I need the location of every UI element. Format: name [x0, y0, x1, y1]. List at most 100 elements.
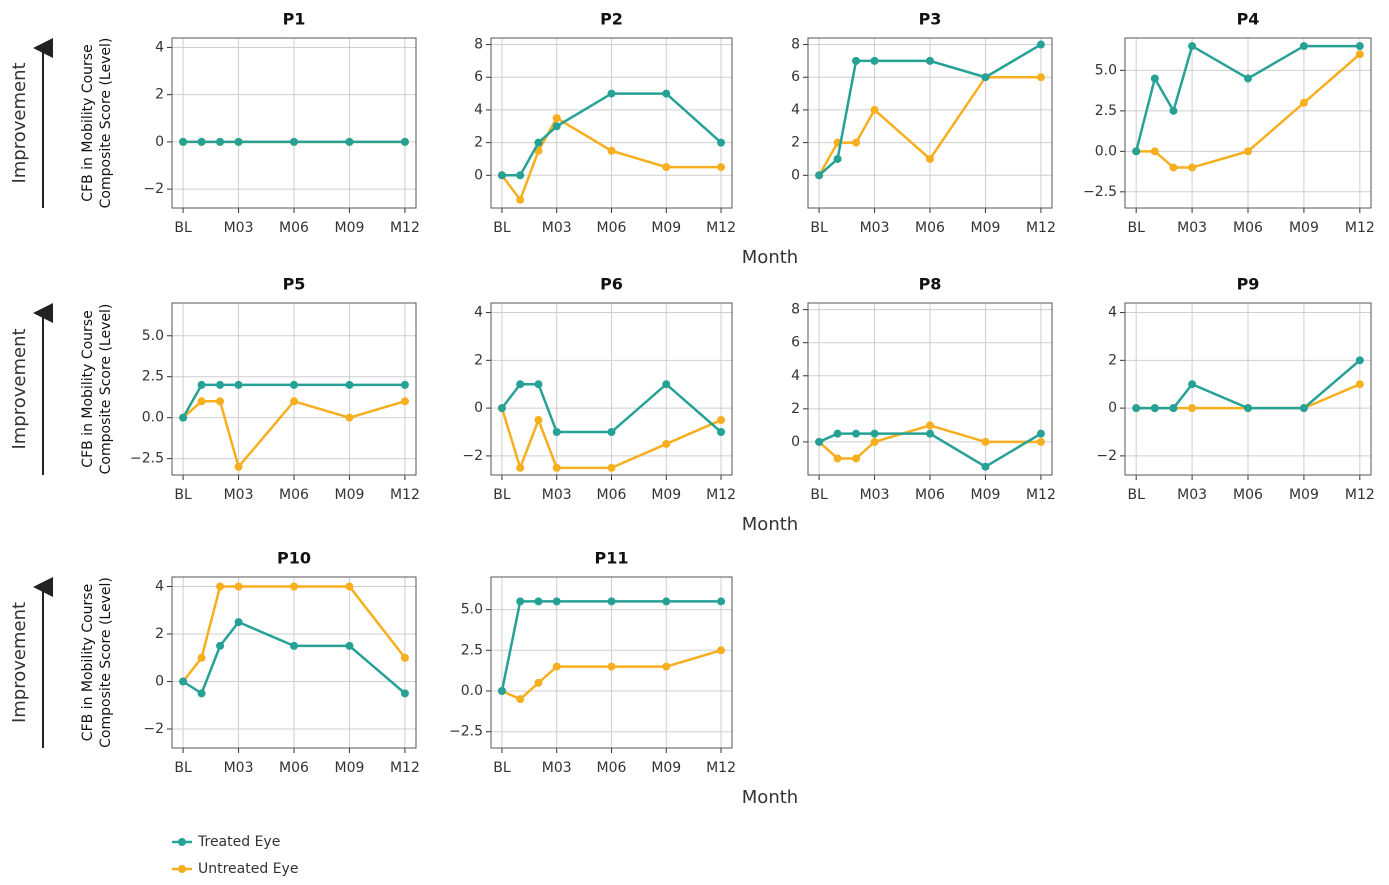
panel: P10 −2 0 2 4 BL M03 M06 M09 M12: [143, 549, 420, 777]
x-tick-label: M06: [1233, 487, 1263, 503]
data-point: [345, 413, 354, 422]
x-tick-label: BL: [174, 220, 192, 236]
x-tick-label: BL: [174, 487, 192, 503]
data-point: [870, 437, 879, 446]
data-point: [497, 404, 506, 413]
y-tick-label: 0: [474, 167, 483, 183]
data-point: [534, 416, 543, 425]
data-point: [290, 397, 298, 406]
x-tick-label: M06: [1233, 220, 1263, 236]
y-tick-label: 8: [474, 37, 483, 53]
y-tick-label: 2: [791, 401, 800, 417]
panel-title: P8: [919, 275, 942, 294]
data-point: [815, 171, 824, 180]
y-tick-label: 2: [155, 87, 164, 103]
x-tick-label: M12: [1026, 487, 1056, 503]
y-tick-label: 0: [791, 434, 800, 450]
data-point: [234, 618, 243, 627]
y-axis-label: Composite Score (Level): [98, 38, 114, 209]
x-tick-label: M06: [597, 487, 627, 503]
data-point: [400, 137, 409, 146]
data-point: [981, 73, 990, 82]
panel-title: P3: [919, 10, 942, 29]
data-point: [607, 463, 616, 472]
y-axis-label: CFB in Mobility Course: [80, 584, 96, 741]
x-tick-label: M09: [971, 220, 1001, 236]
data-point: [717, 597, 726, 606]
data-point: [516, 171, 525, 180]
data-point: [534, 380, 543, 389]
data-point: [552, 463, 561, 472]
data-point: [1244, 147, 1252, 156]
data-point: [1150, 147, 1159, 156]
data-point: [870, 56, 879, 65]
data-point: [552, 114, 561, 123]
data-point: [607, 428, 616, 436]
data-point: [516, 597, 525, 606]
x-tick-label: M03: [224, 487, 254, 503]
data-point: [662, 597, 671, 606]
data-point: [1244, 74, 1252, 83]
data-point: [516, 463, 525, 472]
y-tick-label: 4: [474, 102, 483, 118]
x-tick-label: M03: [224, 760, 254, 776]
y-tick-label: 0.0: [461, 683, 483, 699]
y-tick-label: −2.5: [1083, 184, 1117, 200]
y-tick-label: 0: [155, 674, 164, 690]
y-tick-label: 0: [155, 134, 164, 150]
plot-frame: [490, 37, 733, 209]
data-point: [516, 380, 525, 389]
y-tick-label: −2.5: [130, 451, 164, 467]
panel-title: P9: [1237, 275, 1260, 294]
x-tick-label: M06: [915, 487, 945, 503]
data-point: [833, 454, 842, 463]
data-point: [852, 56, 861, 65]
data-point: [926, 154, 934, 163]
plot-frame: [807, 37, 1053, 209]
data-point: [1244, 404, 1252, 413]
panel-title: P11: [595, 549, 629, 568]
plot-frame: [171, 576, 417, 749]
data-point: [717, 163, 726, 172]
x-tick-label: BL: [810, 487, 828, 503]
x-tick-label: M09: [971, 487, 1001, 503]
data-point: [345, 137, 354, 146]
data-point: [1169, 163, 1178, 172]
data-point: [1355, 42, 1364, 51]
data-point: [870, 429, 879, 438]
data-point: [345, 641, 354, 650]
panel-title: P4: [1237, 10, 1260, 29]
data-point: [833, 154, 842, 163]
x-tick-label: M12: [1345, 487, 1375, 503]
data-point: [815, 437, 824, 446]
data-point: [852, 454, 861, 463]
x-tick-label: M12: [390, 760, 420, 776]
legend-swatch: [178, 865, 186, 873]
x-axis-label: Month: [742, 247, 798, 268]
data-point: [662, 89, 671, 98]
data-point: [497, 171, 506, 180]
x-tick-label: BL: [493, 760, 511, 776]
y-tick-label: 0: [791, 167, 800, 183]
panel-title: P6: [600, 275, 623, 294]
x-tick-label: BL: [174, 760, 192, 776]
x-tick-label: M03: [542, 487, 572, 503]
data-point: [981, 437, 990, 446]
data-point: [607, 597, 616, 606]
y-tick-label: −2: [462, 448, 483, 464]
data-point: [1188, 163, 1197, 172]
data-point: [1188, 42, 1197, 51]
y-tick-label: 6: [791, 69, 800, 85]
improvement-label: Improvement: [9, 328, 30, 449]
panel: P2 0 2 4 6 8 BL M03 M06 M09 M12: [474, 10, 736, 237]
data-point: [534, 146, 543, 155]
data-point: [852, 429, 861, 438]
data-point: [290, 641, 298, 650]
data-point: [926, 429, 934, 438]
x-tick-label: M03: [542, 220, 572, 236]
data-point: [1169, 404, 1178, 413]
data-point: [1188, 380, 1197, 389]
data-point: [552, 428, 561, 436]
panel: P9 −2 0 2 4 BL M03 M06 M09 M12: [1096, 275, 1374, 504]
panel: P8 0 2 4 6 8 BL M03 M06 M09 M12: [791, 275, 1056, 504]
